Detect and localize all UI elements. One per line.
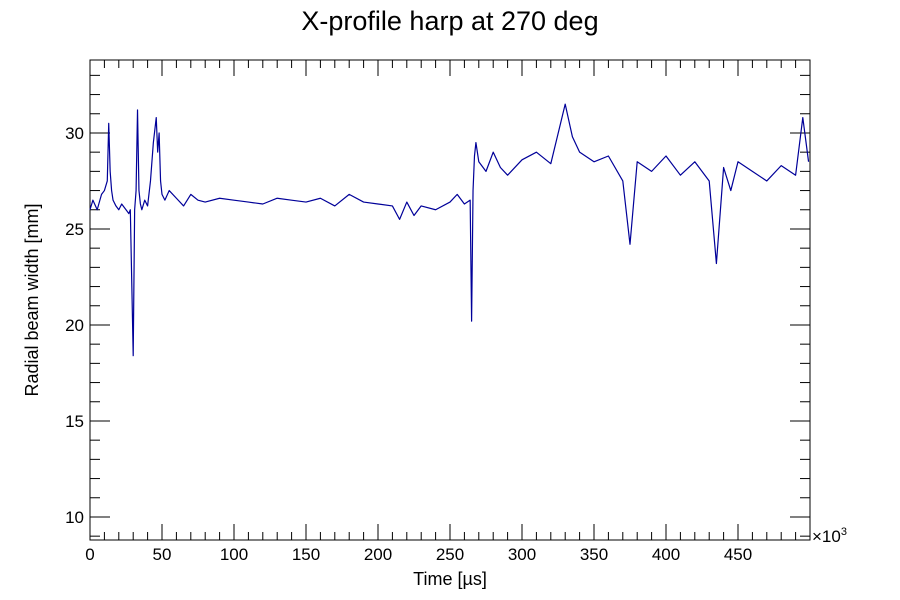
chart-title: X-profile harp at 270 deg bbox=[301, 6, 598, 36]
series-layer bbox=[89, 103, 810, 357]
x-tick-label: 200 bbox=[364, 545, 392, 564]
axis-ticks bbox=[89, 60, 810, 540]
y-tick-label: 25 bbox=[65, 220, 84, 239]
x-multiplier-label: ×103 bbox=[812, 526, 847, 546]
y-tick-label: 15 bbox=[65, 412, 84, 431]
x-tick-label: 150 bbox=[292, 545, 320, 564]
x-multiplier-base: ×10 bbox=[812, 527, 841, 546]
y-tick-label: 20 bbox=[65, 316, 84, 335]
x-tick-label: 250 bbox=[436, 545, 464, 564]
x-tick-label: 400 bbox=[652, 545, 680, 564]
x-tick-label: 0 bbox=[85, 545, 94, 564]
series-line bbox=[89, 103, 810, 357]
x-tick-label: 100 bbox=[220, 545, 248, 564]
y-tick-label: 30 bbox=[65, 124, 84, 143]
x-multiplier-exponent: 3 bbox=[841, 526, 847, 538]
y-axis-label: Radial beam width [mm] bbox=[22, 203, 42, 396]
x-tick-label: 300 bbox=[508, 545, 536, 564]
x-axis-label: Time [µs] bbox=[413, 569, 487, 589]
y-tick-label: 10 bbox=[65, 508, 84, 527]
tick-labels: 0 50 100 150 200 250 300 350 400 450 10 15 20 25 30 bbox=[65, 124, 752, 564]
plot-frame bbox=[89, 59, 811, 541]
x-tick-label: 50 bbox=[153, 545, 172, 564]
x-tick-label: 350 bbox=[580, 545, 608, 564]
x-tick-label: 450 bbox=[724, 545, 752, 564]
